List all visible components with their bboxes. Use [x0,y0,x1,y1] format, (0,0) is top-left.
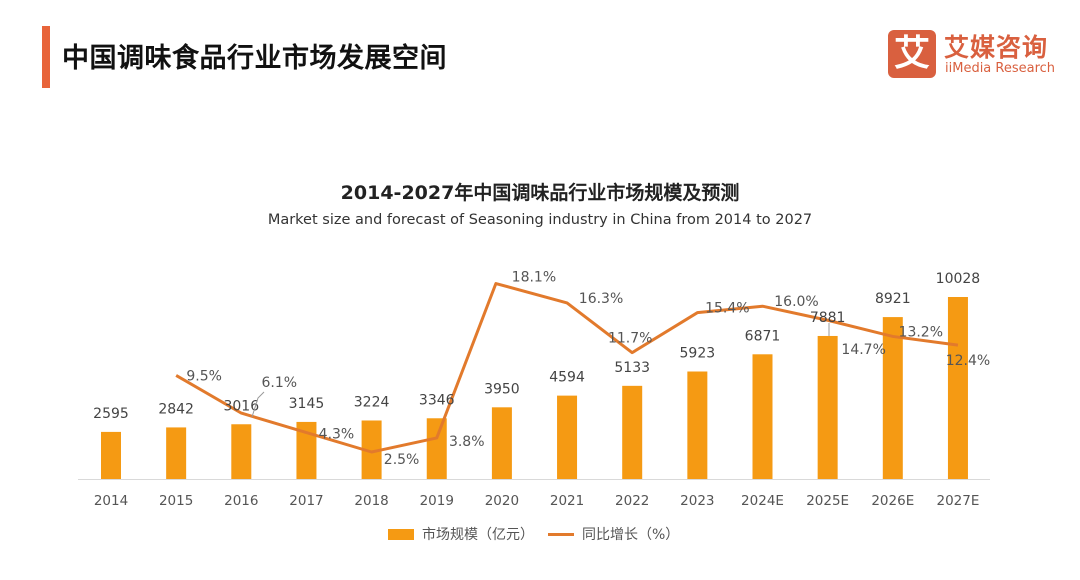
x-tick-label: 2024E [741,493,784,509]
leader-line [251,391,265,418]
bar-value-label: 7881 [810,310,846,326]
growth-value-label: 18.1% [512,270,556,286]
legend-line-swatch [548,532,574,536]
logo-name-en: iiMedia Research [945,61,1056,76]
chart-title: 2014-2027年中国调味品行业市场规模及预测 [340,182,740,204]
x-tick-label: 2018 [354,493,388,509]
bar-2025E [817,335,838,479]
legend-label-market-size: 市场规模（亿元） [422,527,534,543]
x-tick-label: 2019 [420,493,454,509]
growth-value-label: 16.0% [774,294,818,310]
bar-value-label: 5923 [680,346,716,362]
bar-2014 [101,431,121,479]
bar-2027E [947,297,968,479]
bar-2024E [752,354,773,479]
x-tick-label: 2020 [485,493,519,509]
growth-value-label: 3.8% [449,434,485,450]
x-tick-label: 2014 [94,493,128,509]
x-tick-label: 2016 [224,493,258,509]
bar-value-label: 2842 [158,401,194,417]
bar-value-label: 8921 [875,291,911,307]
growth-value-label: 16.3% [579,291,623,307]
bar-value-label: 5133 [614,360,650,376]
growth-value-label: 15.4% [705,301,749,317]
growth-value-label: 4.3% [319,427,355,443]
logo-name-cn: 艾媒咨询 [944,33,1049,62]
x-tick-label: 2027E [937,493,980,509]
x-tick-label: 2023 [680,493,714,509]
title-accent-bar [42,26,50,88]
x-tick-label: 2022 [615,493,649,509]
logo-icon: 艾 [888,30,936,78]
chart-legend: 市场规模（亿元） 同比增长（%） [388,524,679,544]
growth-value-label: 12.4% [946,353,990,369]
growth-value-label: 2.5% [384,452,420,468]
chart-subtitle: Market size and forecast of Seasoning in… [267,212,813,228]
bar-2021 [557,395,578,479]
bar-2018 [361,420,382,479]
bar-value-labels: 2595 2842 3016 3145 3224 3346 3950 4594 5133 5923… [93,271,980,422]
growth-value-labels: 9.5% 6.1% 4.3% 2.5% 3.8% 18.1% 16.3% 11.7% 15.4%… [186,270,990,468]
x-tick-label: 2021 [550,493,584,509]
legend-bar-swatch [388,528,414,540]
bar-2019 [426,418,447,479]
bar-value-label: 3224 [354,394,390,410]
bar-value-label: 3016 [223,398,259,414]
bar-2020 [491,407,512,479]
growth-line [175,282,959,454]
growth-value-label: 9.5% [186,368,222,384]
x-tick-label: 2015 [159,493,193,509]
bar-value-label: 3346 [419,392,455,408]
bar-2016 [231,424,252,479]
legend-label-growth: 同比增长（%） [582,527,680,543]
bar-value-label: 4594 [549,370,585,386]
bar-2026E [882,317,903,479]
bar-value-label: 2595 [93,406,129,422]
growth-line-series [175,282,959,454]
growth-value-label: 14.7% [841,342,885,358]
bar-2023 [687,371,708,479]
growth-value-label: 11.7% [608,331,652,347]
x-axis-tick-labels: 2014 2015 2016 2017 2018 2019 2020 2021 2022 2023… [94,493,980,509]
bar-value-label: 3950 [484,381,520,397]
bar-2015 [166,427,187,479]
growth-value-label: 6.1% [262,375,298,391]
bar-2017 [296,421,317,479]
x-tick-label: 2025E [806,493,849,509]
bar-2022 [622,385,643,479]
bar-value-label: 6871 [745,328,781,344]
bar-value-label: 10028 [936,271,981,287]
bar-series [101,297,968,479]
x-tick-label: 2026E [871,493,914,509]
growth-value-label: 13.2% [899,324,943,340]
page-title: 中国调味食品行业市场发展空间 [62,43,447,74]
bar-value-label: 3145 [289,396,325,412]
x-tick-label: 2017 [289,493,323,509]
iimedia-logo: 艾 艾媒咨询 iiMedia Research [888,28,1058,80]
